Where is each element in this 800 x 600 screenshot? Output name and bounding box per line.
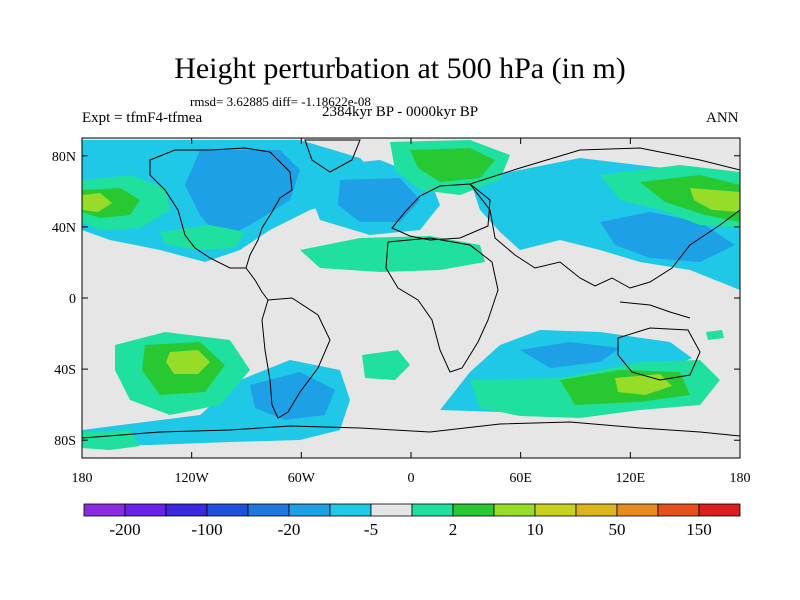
coast-north-america [149, 147, 293, 269]
colorbar-label: 10 [527, 520, 544, 539]
colorbar-swatch [288, 503, 331, 517]
anomaly-ne-asia-core [690, 188, 740, 212]
anomaly-w-australia-green [706, 330, 724, 340]
anomaly-ne-asia-inner [640, 175, 740, 222]
colorbar-swatch [206, 503, 249, 517]
colorbar-swatch [452, 503, 495, 517]
anomaly-s-pacific-core [250, 372, 335, 420]
colorbar-swatch [493, 503, 536, 517]
colorbar-swatch [575, 503, 618, 517]
coast-central-america [245, 267, 269, 301]
colorbar-swatch [616, 503, 659, 517]
axes: 80N 40N 0 40S 80S 180 120W 60W 0 60E 120E 180 [52, 138, 751, 486]
coast-asia [469, 147, 740, 289]
lon-tick-label: 180 [730, 471, 751, 486]
colorbar-swatch [370, 503, 413, 517]
colorbar-swatch [657, 503, 700, 517]
anomaly-s-pacific-core [166, 350, 210, 374]
colorbar-swatch [411, 503, 454, 517]
colorbar-swatch [698, 503, 741, 517]
lat-tick-label: 40N [52, 221, 76, 236]
lon-tick-label: 60W [288, 471, 316, 486]
lat-tick-label: 80S [54, 434, 76, 449]
period-label: 2384kyr BP - 0000kyr BP [322, 104, 479, 120]
lat-tick-label: 0 [69, 292, 76, 307]
coastlines [82, 139, 740, 439]
coast-south-america [261, 297, 331, 419]
colorbar-label: -100 [191, 520, 222, 539]
colorbar-label: 2 [449, 520, 458, 539]
coast-indonesia [619, 301, 691, 319]
colorbar-label: -20 [278, 520, 301, 539]
colorbar: -200 -100 -20 -5 2 10 50 150 [83, 503, 741, 539]
colorbar-label: 50 [609, 520, 626, 539]
colorbar-swatch [165, 503, 208, 517]
lon-tick-label: 60E [509, 471, 532, 486]
anomaly-europe-core [338, 178, 420, 222]
lon-tick-label: 120W [175, 471, 210, 486]
coast-greenland [304, 139, 361, 173]
colorbar-label: 150 [686, 520, 712, 539]
coast-antarctica [82, 421, 740, 439]
colorbar-label: -200 [109, 520, 140, 539]
lon-tick-label: 180 [72, 471, 93, 486]
anomaly-n-atlantic-core [185, 150, 300, 240]
anomaly-s-indian-core [520, 342, 620, 368]
lat-tick-label: 80N [52, 150, 76, 165]
anomaly-antarctic-green [82, 430, 140, 450]
positive-anomalies [82, 140, 740, 450]
anomaly-n-pacific-core [82, 193, 112, 212]
anomaly-s-atlantic-green [362, 350, 410, 380]
lon-tick-label: 0 [408, 471, 415, 486]
map-title: Height perturbation at 500 hPa (in m) [174, 52, 626, 85]
colorbar-swatch [124, 503, 167, 517]
colorbar-swatch [83, 503, 126, 517]
experiment-label: Expt = tfmF4-tfmea [82, 110, 203, 126]
anomaly-mid-atlantic-green [300, 236, 485, 272]
contour-field [82, 138, 740, 458]
coast-africa [385, 237, 499, 373]
colorbar-label: -5 [364, 520, 378, 539]
colorbar-swatch [247, 503, 290, 517]
colorbar-swatch [329, 503, 372, 517]
anomaly-arctic-inner [410, 148, 495, 182]
colorbar-swatch [534, 503, 577, 517]
anomaly-pacific-west-green [160, 225, 245, 250]
lat-tick-label: 40S [54, 363, 76, 378]
lon-tick-label: 120E [616, 471, 646, 486]
coast-australia [617, 327, 701, 381]
season-label: ANN [706, 110, 739, 126]
stats-label: rmsd= 3.62885 diff= -1.18622e-08 [190, 94, 371, 109]
